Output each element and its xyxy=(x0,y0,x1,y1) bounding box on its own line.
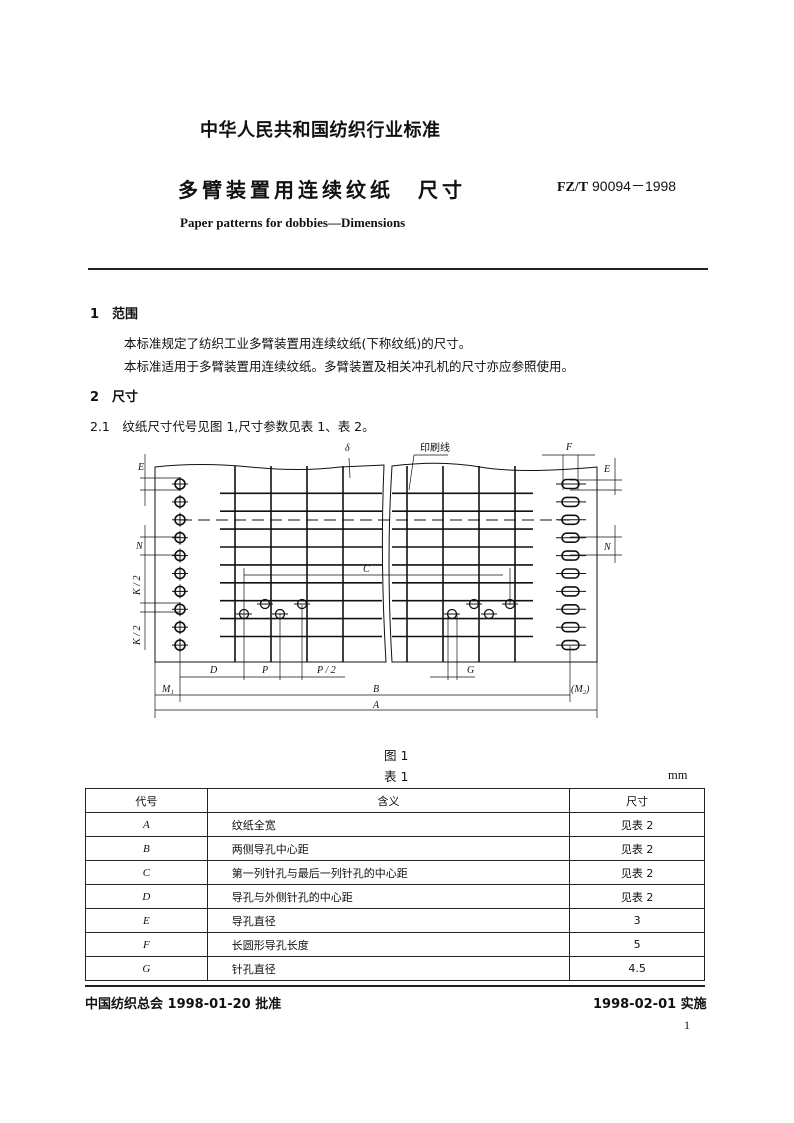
label-P2: P / 2 xyxy=(316,665,336,676)
label-E-left: E xyxy=(137,462,144,473)
print-grid xyxy=(220,466,533,662)
label-D: D xyxy=(209,665,218,676)
footer-divider xyxy=(85,985,705,987)
column-header-code: 代号 xyxy=(85,788,208,813)
table-row: G 针孔直径 4.5 xyxy=(85,956,705,981)
section-1-heading: 1 范围 xyxy=(90,307,139,322)
cell-size: 见表 2 xyxy=(569,836,705,861)
label-K2-upper: K / 2 xyxy=(132,576,143,596)
column-header-meaning: 含义 xyxy=(206,788,571,813)
paragraph: 2.1 纹纸尺寸代号见图 1,尺寸参数见表 1、表 2。 xyxy=(90,419,375,434)
table-row: B 两侧导孔中心距 见表 2 xyxy=(85,836,705,861)
cell-code: C xyxy=(85,860,208,885)
label-M1: M₁ xyxy=(161,684,174,695)
cell-size: 3 xyxy=(569,908,705,933)
cell-meaning: 针孔直径 xyxy=(206,956,571,981)
table-unit: mm xyxy=(668,768,688,782)
page-number: 1 xyxy=(684,1018,690,1032)
cell-code: D xyxy=(85,884,208,909)
paper-pattern-diagram: δ 印刷线 F E E N N K / 2 K / 2 C D P P / 2 … xyxy=(132,441,622,718)
issuing-organization: 中华人民共和国纺织行业标准 xyxy=(200,120,441,141)
cell-code: E xyxy=(85,908,208,933)
label-K2-lower: K / 2 xyxy=(132,626,143,646)
cell-meaning: 纹纸全宽 xyxy=(206,812,571,837)
cell-size: 见表 2 xyxy=(569,812,705,837)
label-print-line: 印刷线 xyxy=(420,441,450,454)
code-prefix: FZ/T xyxy=(557,180,589,195)
header-divider xyxy=(88,268,708,270)
cell-size: 5 xyxy=(569,932,705,957)
label-B: B xyxy=(373,684,379,695)
column-header-size: 尺寸 xyxy=(569,788,705,813)
table-title: 表 1 xyxy=(384,769,409,784)
guide-holes xyxy=(172,477,586,653)
cell-code: F xyxy=(85,932,208,957)
cell-meaning: 导孔与外侧针孔的中心距 xyxy=(206,884,571,909)
label-A: A xyxy=(372,700,380,711)
cell-size: 见表 2 xyxy=(569,860,705,885)
cell-meaning: 导孔直径 xyxy=(206,908,571,933)
dimension-lines xyxy=(140,454,622,718)
code-number: 90094－1998 xyxy=(592,178,677,194)
paragraph: 本标准适用于多臂装置用连续纹纸。多臂装置及相关冲孔机的尺寸亦应参照使用。 xyxy=(124,359,575,374)
cell-meaning: 长圆形导孔长度 xyxy=(206,932,571,957)
label-C: C xyxy=(363,564,370,575)
table-row: E 导孔直径 3 xyxy=(85,908,705,933)
table-row: A 纹纸全宽 见表 2 xyxy=(85,812,705,837)
table-row: D 导孔与外侧针孔的中心距 见表 2 xyxy=(85,884,705,909)
paper-left-part xyxy=(154,464,387,663)
standard-code: FZ/T 90094－1998 xyxy=(557,176,676,196)
paper-right-part xyxy=(388,462,598,663)
table-row: F 长圆形导孔长度 5 xyxy=(85,932,705,957)
document-title: 多臂装置用连续纹纸 尺寸 xyxy=(178,178,466,202)
cell-size: 4.5 xyxy=(569,956,705,981)
effective-date: 1998-02-01 实施 xyxy=(593,997,707,1012)
label-E-right: E xyxy=(603,464,610,475)
cell-meaning: 第一列针孔与最后一列针孔的中心距 xyxy=(206,860,571,885)
label-N-right: N xyxy=(603,542,612,553)
label-F: F xyxy=(565,442,573,453)
approval-date: 中国纺织总会 1998-01-20 批准 xyxy=(85,997,282,1012)
cell-code: A xyxy=(85,812,208,837)
table-row: C 第一列针孔与最后一列针孔的中心距 见表 2 xyxy=(85,860,705,885)
label-N-left: N xyxy=(135,541,144,552)
cell-meaning: 两侧导孔中心距 xyxy=(206,836,571,861)
dimension-table: 代号 含义 尺寸 A 纹纸全宽 见表 2 B 两侧导孔中心距 见表 2 C 第一列针孔与最后一… xyxy=(85,788,705,981)
cell-code: B xyxy=(85,836,208,861)
label-G: G xyxy=(467,665,474,676)
paragraph: 本标准规定了纺织工业多臂装置用连续纹纸(下称纹纸)的尺寸。 xyxy=(124,336,472,351)
label-delta: δ xyxy=(345,443,350,454)
label-P: P xyxy=(261,665,268,676)
table-header-row: 代号 含义 尺寸 xyxy=(85,788,705,813)
label-M2: (M₂) xyxy=(571,684,590,695)
figure-caption: 图 1 xyxy=(384,748,409,763)
english-title: Paper patterns for dobbies—Dimensions xyxy=(180,215,406,230)
section-2-heading: 2 尺寸 xyxy=(90,390,139,405)
cell-size: 见表 2 xyxy=(569,884,705,909)
cell-code: G xyxy=(85,956,208,981)
